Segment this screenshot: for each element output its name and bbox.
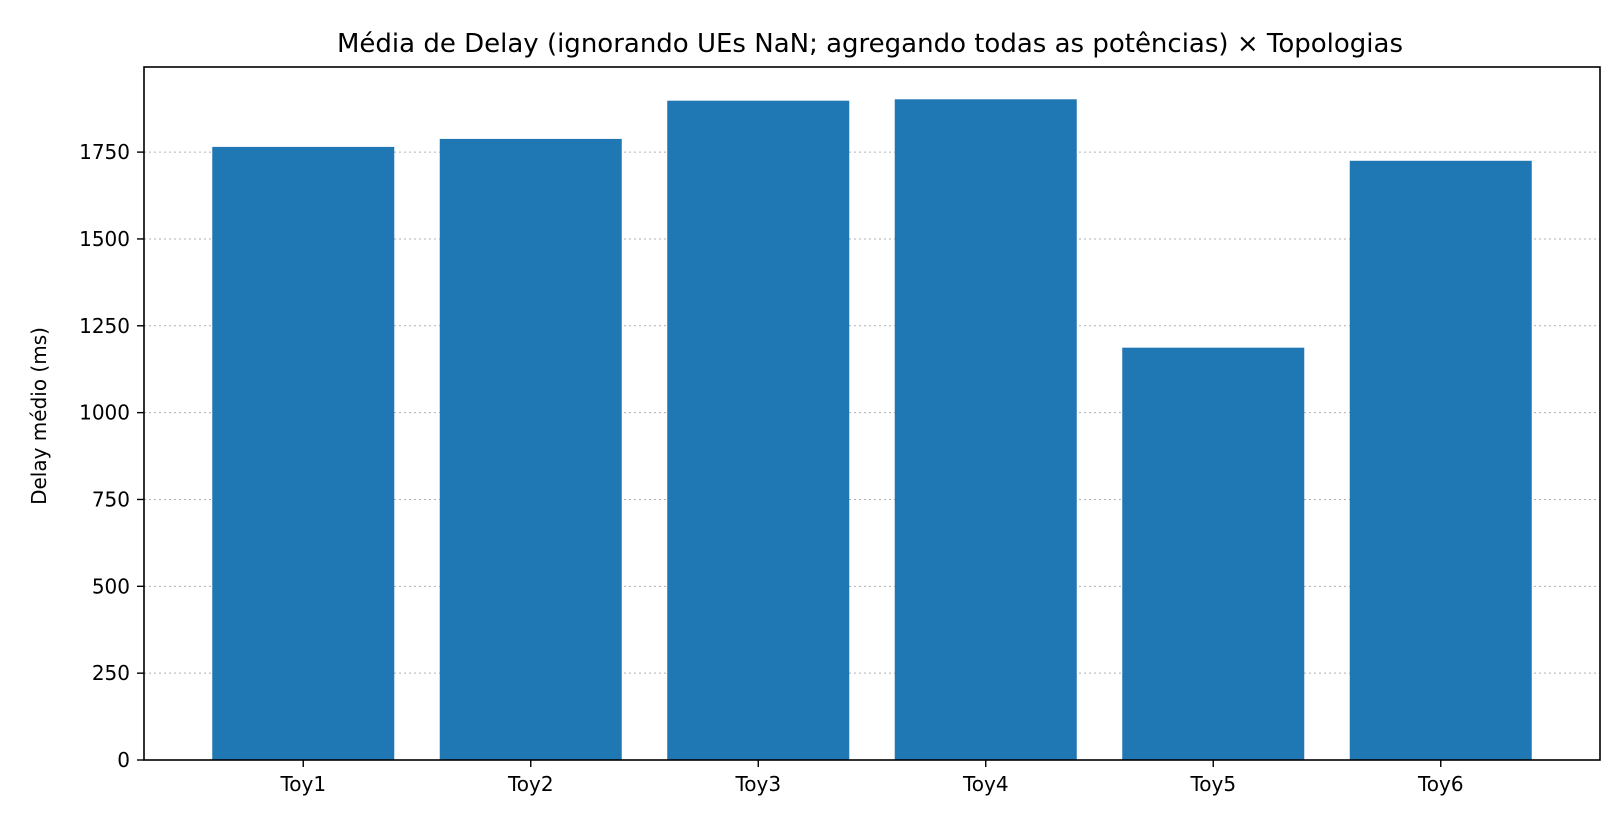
y-tick-label: 0 — [117, 748, 130, 772]
bar-toy2 — [439, 138, 622, 760]
bar-toy3 — [667, 100, 850, 760]
y-tick-label: 1750 — [79, 140, 130, 164]
y-tick-label: 1250 — [79, 314, 130, 338]
tick-layer: 0 250 500 750 1000 1250 1500 1750 Toy1 Toy2 Toy3 To… — [79, 140, 1463, 796]
y-axis-label: Delay médio (ms) — [27, 327, 51, 505]
x-tick-label: Toy6 — [1417, 772, 1464, 796]
plot-frame — [143, 66, 1601, 761]
x-tick-label: Toy5 — [1189, 772, 1236, 796]
y-tick-label: 750 — [92, 487, 130, 511]
bar-toy4 — [894, 99, 1077, 761]
x-tick-label: Toy3 — [734, 772, 781, 796]
y-tick-label: 1000 — [79, 401, 130, 425]
bar-layer — [212, 99, 1532, 761]
y-tick-label: 500 — [92, 574, 130, 598]
x-tick-label: Toy1 — [279, 772, 326, 796]
bar-toy1 — [212, 146, 395, 761]
y-tick-label: 1500 — [79, 227, 130, 251]
bar-toy5 — [1122, 347, 1305, 760]
bar-toy6 — [1349, 160, 1532, 760]
y-tick-label: 250 — [92, 661, 130, 685]
x-tick-label: Toy4 — [962, 772, 1009, 796]
chart-title: Média de Delay (ignorando UEs NaN; agreg… — [337, 29, 1403, 59]
x-tick-label: Toy2 — [507, 772, 554, 796]
